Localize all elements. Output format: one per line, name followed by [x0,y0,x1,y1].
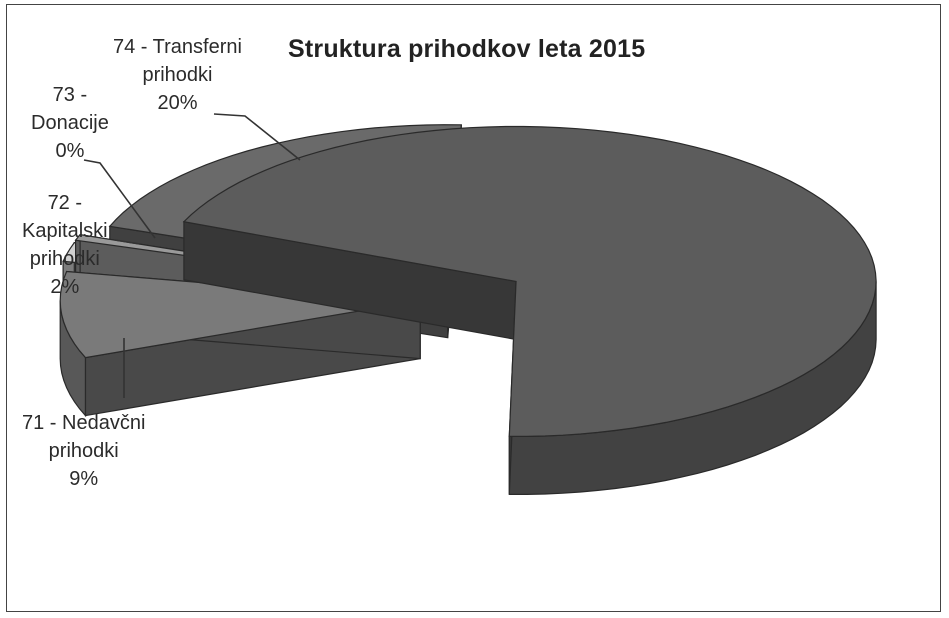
label-transferni: 74 - Transferni prihodki 20% [113,33,242,117]
chart-title: Struktura prihodkov leta 2015 [288,35,646,63]
label-donacije-line2: Donacije [31,112,109,134]
leader-kapitalski [114,239,141,245]
slice-top-70 [182,125,877,437]
slice-top-71 [59,270,421,359]
label-transferni-line1: 74 - Transferni [113,36,242,58]
label-donacije: 73 - Donacije 0% [31,81,109,165]
label-nedavcni: 71 - Nedavčni prihodki 9% [22,409,145,493]
label-transferni-pct: 20% [157,92,198,114]
label-transferni-line2: prihodki [142,64,213,86]
label-kapitalski-line2: Kapitalski [22,220,108,242]
label-nedavcni-pct: 9% [69,468,99,490]
label-kapitalski: 72 - Kapitalski prihodki 2% [22,189,108,301]
label-nedavcni-line2: prihodki [48,440,119,462]
label-kapitalski-line1: 72 - [47,192,83,214]
leader-transferni [213,113,301,161]
label-nedavcni-line1: 71 - Nedavčni [22,412,146,434]
label-donacije-pct: 0% [55,140,85,162]
label-kapitalski-line3: prihodki [29,248,100,270]
leader-donacije [83,159,156,239]
label-kapitalski-pct: 2% [50,276,80,298]
label-donacije-line1: 73 - [52,84,88,106]
